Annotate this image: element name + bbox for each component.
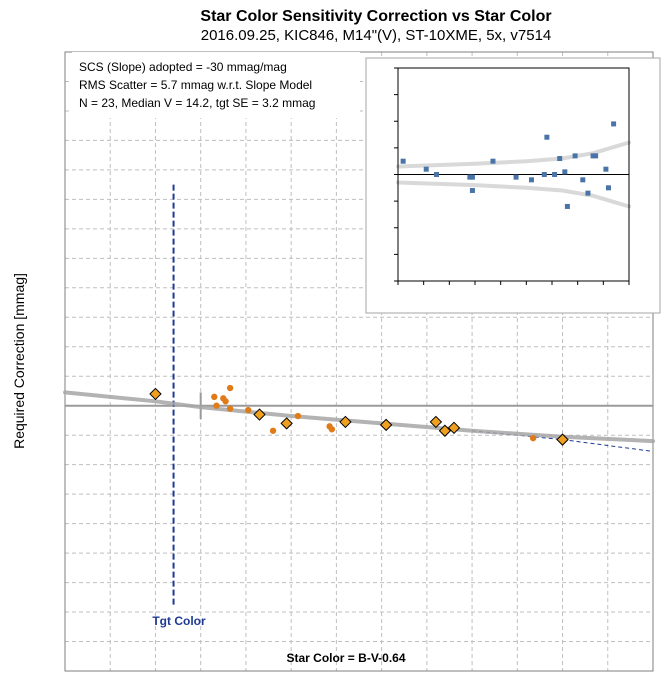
inset-data-marks bbox=[396, 121, 631, 209]
inset-residual-point bbox=[572, 153, 578, 159]
inset-residual-point bbox=[467, 174, 473, 180]
inset-residual-point bbox=[562, 169, 568, 175]
check-star-diamond bbox=[280, 417, 293, 430]
comp-star-dot bbox=[269, 427, 277, 434]
inset-residual-point bbox=[528, 177, 534, 183]
inset-residual-point bbox=[423, 166, 429, 172]
inset-residual-point bbox=[513, 174, 519, 180]
y-axis-label: Required Correction [mmag] bbox=[11, 273, 27, 449]
stats-line-rms: RMS Scatter = 5.7 mmag w.r.t. Slope Mode… bbox=[79, 78, 312, 92]
check-star-diamond bbox=[149, 387, 162, 401]
inset-residual-point bbox=[469, 174, 475, 180]
comp-star-dot bbox=[213, 402, 220, 409]
inset-residual-point bbox=[605, 185, 611, 191]
inset-residual-point bbox=[557, 156, 563, 162]
chart-title: Star Color Sensitivity Correction vs Sta… bbox=[200, 8, 551, 25]
inset-plot-frame bbox=[397, 67, 630, 282]
check-star-diamond bbox=[556, 433, 569, 446]
comp-star-dot bbox=[294, 412, 302, 420]
check-star-diamond bbox=[339, 415, 352, 429]
slope-model-curve bbox=[63, 390, 655, 444]
main-data-marks bbox=[63, 184, 655, 605]
comp-star-dot bbox=[244, 406, 252, 414]
comp-star-dot bbox=[211, 393, 218, 401]
inset-chart bbox=[365, 57, 661, 314]
inset-tick-labels bbox=[394, 67, 630, 285]
comp-star-dot bbox=[222, 398, 229, 405]
comp-star-dot bbox=[328, 426, 336, 433]
stats-box-background bbox=[72, 52, 360, 118]
comp-star-dot bbox=[226, 384, 234, 392]
inset-lower-band bbox=[396, 180, 631, 209]
inset-upper-band bbox=[396, 140, 631, 169]
stats-box: SCS (Slope) adopted = -30 mmag/mag RMS S… bbox=[72, 52, 360, 118]
inset-residual-point bbox=[544, 134, 550, 140]
comp-star-dot bbox=[529, 434, 537, 442]
inset-residual-point bbox=[564, 203, 570, 209]
inset-residual-point bbox=[552, 172, 558, 177]
inset-residual-point bbox=[469, 187, 475, 193]
inset-residual-point bbox=[611, 121, 617, 127]
check-star-diamond bbox=[438, 424, 452, 437]
chart-subtitle: 2016.09.25, KIC846, M14"(V), ST-10XME, 5… bbox=[201, 27, 552, 44]
target-color-label: Tgt Color bbox=[152, 614, 206, 628]
inset-residual-point bbox=[400, 158, 406, 164]
comp-star-dot bbox=[226, 405, 234, 412]
stats-line-count: N = 23, Median V = 14.2, tgt SE = 3.2 mm… bbox=[79, 96, 315, 110]
inset-residual-point bbox=[590, 153, 596, 159]
check-star-diamond bbox=[429, 415, 443, 429]
inset-residual-point bbox=[541, 172, 547, 177]
check-star-diamond bbox=[379, 418, 393, 432]
check-star-diamond bbox=[253, 408, 266, 421]
stats-line-slope: SCS (Slope) adopted = -30 mmag/mag bbox=[79, 60, 287, 74]
inset-residual-point bbox=[434, 172, 439, 177]
inset-residual-point bbox=[580, 177, 586, 183]
inset-residual-point bbox=[585, 190, 591, 196]
inset-residual-point bbox=[490, 158, 496, 164]
inset-residual-point bbox=[603, 166, 609, 172]
x-axis-label: Star Color = B-V-0.64 bbox=[286, 651, 405, 665]
check-star-diamond bbox=[447, 421, 461, 435]
inset-residual-point bbox=[593, 153, 599, 159]
